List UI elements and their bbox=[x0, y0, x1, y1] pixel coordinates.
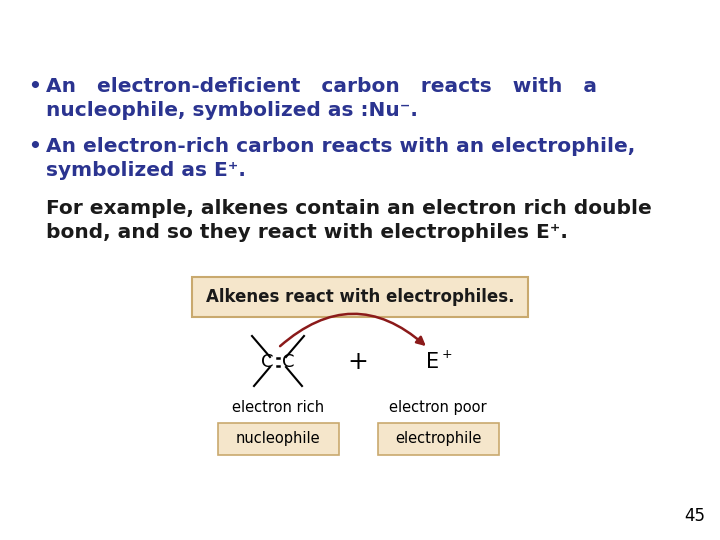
Text: electron poor: electron poor bbox=[390, 400, 487, 415]
FancyBboxPatch shape bbox=[192, 277, 528, 317]
Text: For example, alkenes contain an electron rich double: For example, alkenes contain an electron… bbox=[46, 199, 652, 218]
Text: Alkenes react with electrophiles.: Alkenes react with electrophiles. bbox=[206, 288, 514, 306]
FancyBboxPatch shape bbox=[377, 423, 498, 455]
FancyBboxPatch shape bbox=[217, 423, 338, 455]
Text: 45: 45 bbox=[684, 507, 705, 525]
Text: symbolized as E⁺.: symbolized as E⁺. bbox=[46, 161, 246, 180]
Text: nucleophile, symbolized as :Nu⁻.: nucleophile, symbolized as :Nu⁻. bbox=[46, 101, 418, 120]
Text: •: • bbox=[28, 137, 41, 156]
Text: +: + bbox=[442, 348, 453, 361]
Text: electrophile: electrophile bbox=[395, 431, 481, 447]
Text: electron rich: electron rich bbox=[232, 400, 324, 415]
Text: An   electron-deficient   carbon   reacts   with   a: An electron-deficient carbon reacts with… bbox=[46, 77, 597, 96]
Text: An electron-rich carbon reacts with an electrophile,: An electron-rich carbon reacts with an e… bbox=[46, 137, 635, 156]
Text: nucleophile: nucleophile bbox=[235, 431, 320, 447]
Text: C: C bbox=[261, 353, 274, 371]
Text: E: E bbox=[426, 352, 440, 372]
Text: C: C bbox=[282, 353, 294, 371]
Text: +: + bbox=[348, 350, 369, 374]
Text: •: • bbox=[28, 77, 41, 96]
Text: bond, and so they react with electrophiles E⁺.: bond, and so they react with electrophil… bbox=[46, 223, 568, 242]
